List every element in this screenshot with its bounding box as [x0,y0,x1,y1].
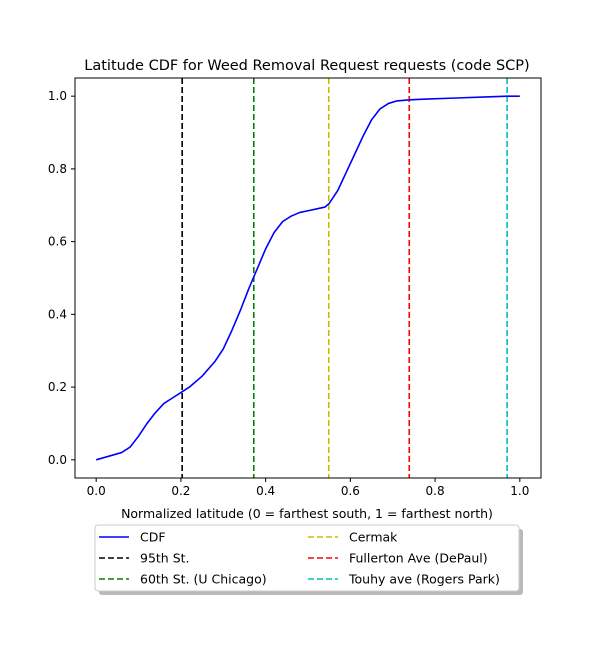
y-tick-label: 0.4 [48,307,67,321]
series-lines [95,95,520,461]
x-tick-label: 0.6 [341,484,360,498]
x-axis: 0.0 0.2 0.4 0.6 0.8 1.0 [87,478,529,498]
legend-box [94,524,520,592]
x-tick-label: 0.8 [426,484,445,498]
x-tick-label: 0.4 [256,484,275,498]
y-tick-label: 0.6 [48,235,67,249]
series-line-cdf [95,95,520,461]
legend-label: Cermak [349,530,398,545]
y-axis: 0.0 0.2 0.4 0.6 0.8 1.0 [48,89,75,467]
legend-label: Touhy ave (Rogers Park) [348,572,500,587]
legend-label: 95th St. [140,551,190,566]
x-tick-label: 1.0 [510,484,529,498]
x-tick-label: 0.2 [171,484,190,498]
y-tick-label: 0.8 [48,162,67,176]
x-tick-label: 0.0 [87,484,106,498]
legend-label: Fullerton Ave (DePaul) [349,551,488,566]
y-tick-label: 0.2 [48,380,67,394]
y-tick-label: 0.0 [48,453,67,467]
plot-frame [74,77,542,479]
y-tick-label: 1.0 [48,89,67,103]
legend-label: CDF [140,530,166,545]
x-axis-label: Normalized latitude (0 = farthest south,… [121,506,493,521]
marker-lines [181,78,508,478]
legend-label: 60th St. (U Chicago) [140,572,267,587]
legend: CDF 95th St. 60th St. (U Chicago) Cermak Ful… [94,524,523,595]
chart-title: Latitude CDF for Weed Removal Request re… [84,58,529,74]
